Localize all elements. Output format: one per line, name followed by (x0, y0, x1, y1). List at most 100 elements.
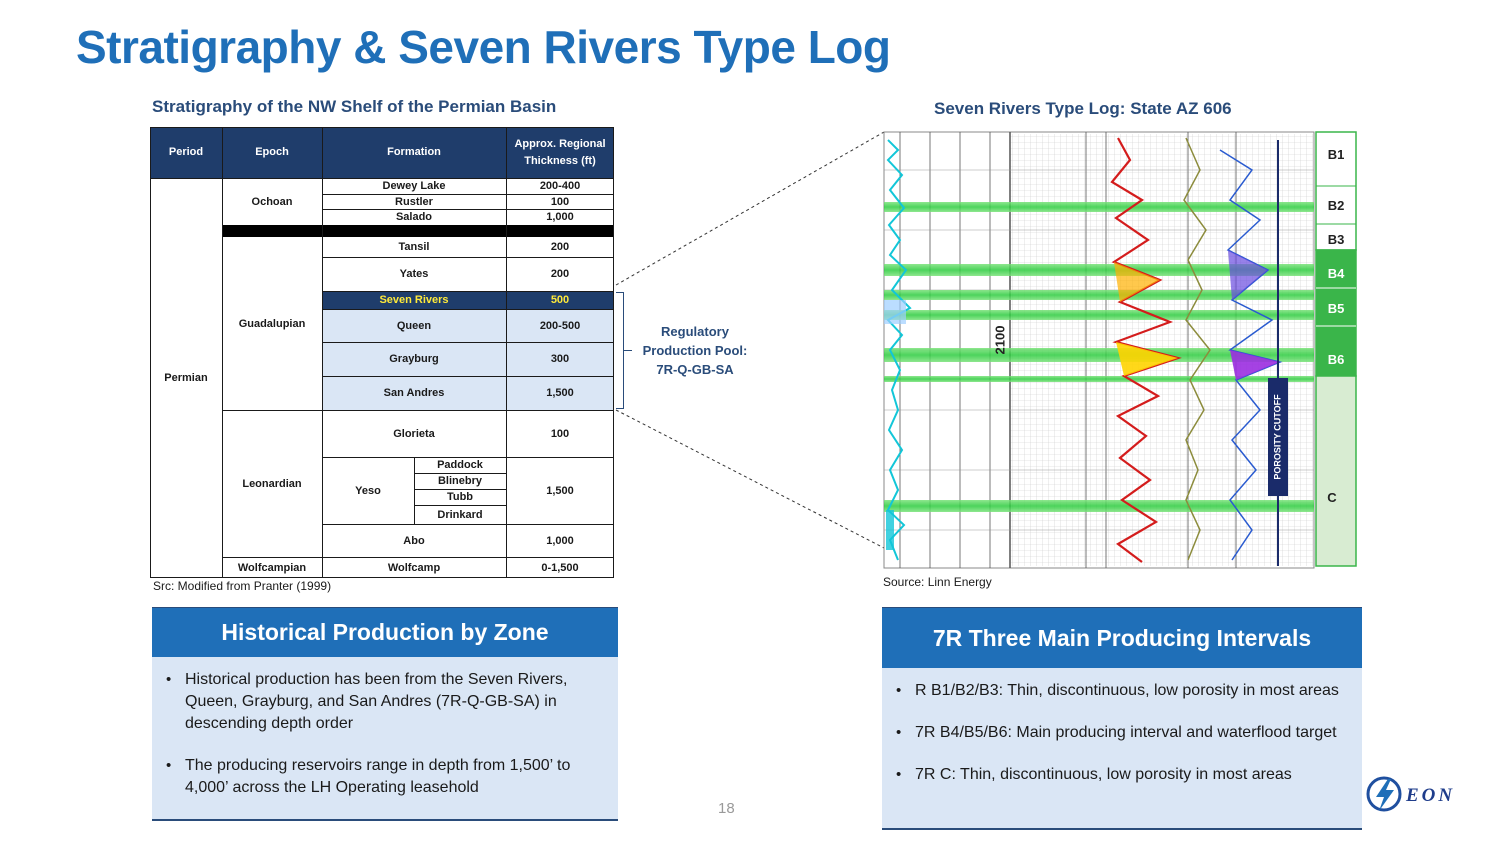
formation-yates: Yates (399, 268, 429, 280)
log-source-note: Source: Linn Energy (883, 575, 992, 589)
regulatory-line-1: Regulatory (661, 324, 729, 339)
stratigraphy-table: Period Epoch Formation Approx. Regional … (150, 127, 614, 578)
thickness-grayburg: 300 (506, 342, 614, 376)
grid-line (322, 291, 614, 292)
formation-yeso: Yeso (355, 484, 381, 497)
zone-b6: B6 (1328, 352, 1345, 367)
band-c (884, 500, 1314, 512)
epoch-ochoan: Ochoan (251, 195, 293, 208)
type-log-chart: POROSITY CUTOFF 2100 B1 B2 B3 B4 B5 B6 C (883, 131, 1357, 569)
resistivity-fill-2 (1114, 262, 1160, 302)
zone-column (1315, 131, 1357, 567)
formation-san-andres: San Andres (322, 376, 506, 410)
thickness-rustler: 100 (550, 195, 570, 208)
historical-bullet: Historical production has been from the … (164, 669, 606, 735)
zone-b4: B4 (1328, 266, 1345, 281)
header-period: Period (150, 127, 222, 178)
grid-line (322, 257, 614, 258)
thickness-tansil: 200 (550, 241, 570, 253)
intervals-bullet: 7R C: Thin, discontinuous, low porosity … (894, 764, 1350, 786)
thickness-yeso: 1,500 (546, 484, 574, 497)
grid-line (506, 127, 507, 578)
grid-line (322, 127, 323, 578)
connector-bottom (615, 409, 885, 549)
formation-dewey-lake: Dewey Lake (382, 180, 446, 192)
zone-b3: B3 (1328, 232, 1345, 247)
regulatory-line-3: 7R-Q-GB-SA (656, 362, 734, 377)
grid-line (414, 505, 506, 506)
grid-line (322, 524, 614, 525)
thickness-queen: 200-500 (506, 309, 614, 342)
band-b6b (884, 376, 1314, 382)
ochoan-guadalupian-divider (222, 225, 614, 237)
grid-line (613, 127, 614, 578)
formation-abo: Abo (403, 534, 425, 547)
historical-production-title: Historical Production by Zone (152, 607, 618, 657)
porosity-cutoff-label: POROSITY CUTOFF (1272, 394, 1282, 480)
lightning-icon (1376, 779, 1394, 811)
grid-line (150, 577, 614, 578)
formation-wolfcamp: Wolfcamp (387, 561, 441, 574)
thickness-abo: 1,000 (546, 534, 574, 547)
historical-bullet: The producing reservoirs range in depth … (164, 755, 606, 799)
thickness-dewey-lake: 200-400 (539, 180, 581, 192)
zone-b2: B2 (1328, 198, 1345, 213)
connector-top (615, 131, 885, 286)
epoch-wolfcampian: Wolfcampian (237, 561, 307, 574)
page-number: 18 (718, 800, 735, 817)
regulatory-label: Regulatory Production Pool: 7R-Q-GB-SA (632, 322, 758, 379)
grid-line (414, 473, 506, 474)
strat-source-note: Src: Modified from Pranter (1999) (153, 579, 332, 593)
header-formation: Formation (322, 127, 506, 178)
formation-glorieta: Glorieta (393, 427, 435, 440)
grid-line (322, 342, 614, 343)
grid-line (322, 309, 614, 310)
grid-line (222, 557, 614, 558)
gamma-fill-low (886, 510, 894, 550)
formation-grayburg: Grayburg (322, 342, 506, 376)
grid-line (322, 457, 614, 458)
gamma-fill (884, 300, 906, 324)
page-title: Stratigraphy & Seven Rivers Type Log (76, 21, 891, 73)
epoch-leonardian: Leonardian (242, 477, 302, 490)
header-epoch: Epoch (222, 127, 322, 178)
grid-line (222, 127, 223, 578)
band-b6 (884, 348, 1314, 362)
neutron-fill-2 (1228, 250, 1268, 300)
formation-tansil: Tansil (398, 241, 430, 253)
grid-line (322, 194, 614, 195)
regulatory-bracket-tick (624, 350, 632, 351)
producing-intervals-title: 7R Three Main Producing Intervals (882, 607, 1362, 668)
historical-bullet-list: Historical production has been from the … (152, 657, 618, 799)
grid-line (414, 457, 415, 524)
grid-line (150, 127, 151, 578)
eon-logo: EON (1366, 776, 1455, 812)
density-curve (1183, 137, 1211, 561)
logo-text: EON (1405, 785, 1455, 806)
member-tubb: Tubb (446, 491, 474, 503)
resistivity-fill (1116, 342, 1178, 376)
formation-seven-rivers: Seven Rivers (322, 291, 506, 309)
thickness-seven-rivers: 500 (506, 291, 614, 309)
producing-intervals-box: 7R Three Main Producing Intervals R B1/B… (882, 607, 1362, 830)
thickness-san-andres: 1,500 (506, 376, 614, 410)
grid-line (322, 209, 614, 210)
period-permian: Permian (164, 372, 208, 384)
intervals-bullet: 7R B4/B5/B6: Main producing interval and… (894, 722, 1350, 744)
thickness-yates: 200 (550, 268, 570, 280)
regulatory-bracket (616, 292, 624, 409)
porosity-cutoff-label-bg (1268, 378, 1288, 496)
formation-salado: Salado (395, 211, 433, 223)
grid-line (414, 489, 506, 490)
formation-queen: Queen (322, 309, 506, 342)
regulatory-line-2: Production Pool: (642, 343, 748, 358)
header-thickness: Approx. Regional Thickness (ft) (506, 127, 614, 178)
zone-b5: B5 (1328, 301, 1345, 316)
zone-b1: B1 (1328, 147, 1345, 162)
grid-line (222, 410, 614, 411)
gamma-curve (886, 139, 912, 561)
intervals-bullet: R B1/B2/B3: Thin, discontinuous, low por… (894, 680, 1350, 702)
band-b4 (884, 264, 1314, 276)
neutron-fill (1230, 350, 1280, 380)
depth-label: 2100 (992, 326, 1007, 355)
